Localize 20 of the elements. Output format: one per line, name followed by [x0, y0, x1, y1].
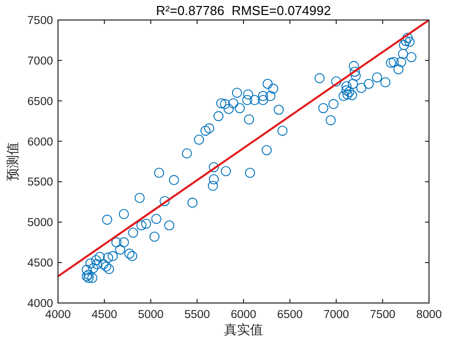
y-tick-label: 5000	[27, 217, 53, 230]
y-tick-label: 6000	[27, 136, 53, 148]
y-tick-label: 4000	[27, 298, 53, 310]
x-tick-label: 7500	[370, 309, 396, 321]
y-tick-label: 7000	[27, 55, 53, 68]
x-tick-label: 5500	[184, 309, 210, 321]
x-tick-label: 7000	[323, 309, 350, 321]
x-tick-label: 4000	[45, 309, 71, 321]
y-tick-label: 6500	[27, 96, 53, 108]
x-tick-label: 8000	[416, 309, 442, 321]
x-tick-label: 5000	[138, 309, 164, 321]
chart-title: R²=0.87786 RMSE=0.074992	[156, 3, 331, 18]
x-tick-label: 6000	[230, 309, 256, 321]
y-tick-label: 7500	[27, 15, 53, 27]
x-tick-label: 6500	[277, 309, 303, 321]
y-axis-title: 预测值	[6, 142, 21, 181]
x-tick-label: 4500	[92, 309, 118, 321]
y-tick-label: 5500	[27, 176, 53, 189]
x-axis-title: 真实值	[224, 323, 263, 338]
y-tick-label: 4500	[27, 258, 53, 270]
